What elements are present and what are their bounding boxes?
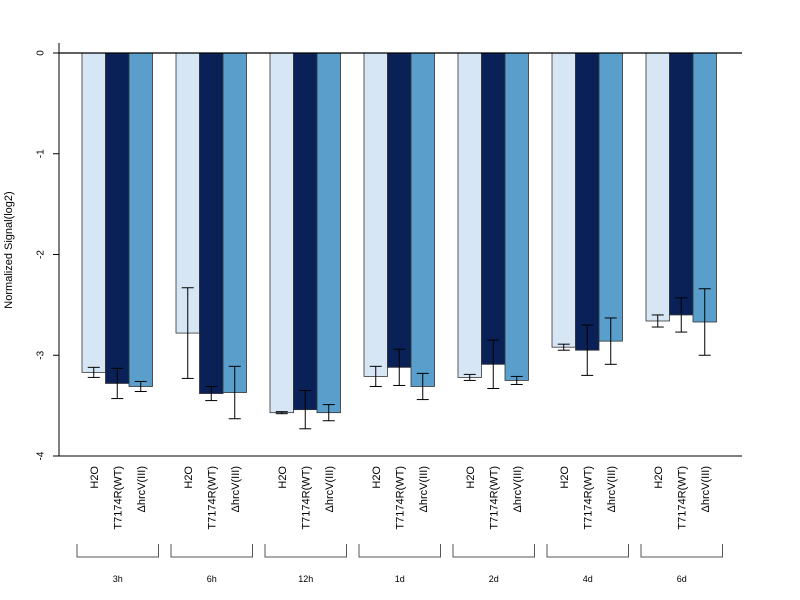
bar-label: T7174R(WT) <box>300 466 312 530</box>
group-bracket <box>640 544 723 558</box>
bar-label: T7174R(WT) <box>394 466 406 530</box>
bar <box>269 52 294 414</box>
group-label: 12h <box>298 574 313 584</box>
bar-label: T7174R(WT) <box>676 466 688 530</box>
group-bracket <box>546 544 629 558</box>
bar <box>105 52 130 384</box>
bar <box>645 52 670 322</box>
bars <box>81 52 717 414</box>
group-bracket <box>452 544 535 558</box>
group-brackets: 3h 6h 12h 1d 2d 4d 6d <box>76 544 723 584</box>
group-label: 4d <box>583 574 593 584</box>
bar-label: T7174R(WT) <box>112 466 124 530</box>
group-label: 2d <box>489 574 499 584</box>
group-label: 1d <box>395 574 405 584</box>
bar-label: ΔhrcV(III) <box>700 466 712 512</box>
bar <box>551 52 576 348</box>
group-label: 3h <box>113 574 123 584</box>
bar-label: ΔhrcV(III) <box>230 466 242 512</box>
bar-label: T7174R(WT) <box>582 466 594 530</box>
bar-label: H2O <box>183 466 195 489</box>
bar <box>410 52 435 387</box>
y-tick-label: 0 <box>36 50 47 56</box>
group-bracket <box>76 544 159 558</box>
bar-label: H2O <box>559 466 571 489</box>
category-labels: H2O T7174R(WT) ΔhrcV(III) H2O T7174R(WT) Δhrc… <box>89 466 712 530</box>
bar <box>481 52 506 365</box>
group-bracket <box>358 544 441 558</box>
bar <box>316 52 341 414</box>
bar-label: H2O <box>89 466 101 489</box>
bar-label: ΔhrcV(III) <box>324 466 336 512</box>
bar-label: H2O <box>465 466 477 489</box>
bar-label: ΔhrcV(III) <box>606 466 618 512</box>
bar <box>199 52 224 394</box>
bar <box>669 52 694 316</box>
bar <box>598 52 623 342</box>
y-tick-label: -1 <box>36 149 47 158</box>
bar <box>128 52 153 387</box>
bar-label: ΔhrcV(III) <box>418 466 430 512</box>
error-bars <box>87 287 711 430</box>
group-bracket <box>170 544 253 558</box>
bar <box>81 52 106 373</box>
bar-label: H2O <box>653 466 665 489</box>
bar-label: ΔhrcV(III) <box>136 466 148 512</box>
bar <box>293 52 318 411</box>
bar <box>692 52 717 323</box>
y-tick-label: -2 <box>36 250 47 259</box>
y-axis-label: Normalized Signal(log2) <box>3 191 15 308</box>
group-label: 6h <box>207 574 217 584</box>
bar-label: T7174R(WT) <box>206 466 218 530</box>
bar <box>222 52 247 393</box>
bar <box>363 52 388 377</box>
bar-label: H2O <box>277 466 289 489</box>
group-label: 6d <box>677 574 687 584</box>
y-tick-label: -4 <box>36 451 47 460</box>
bar <box>575 52 600 351</box>
y-ticks: 0 -1 -2 -3 -4 <box>36 50 59 460</box>
bar <box>387 52 412 368</box>
y-tick-label: -3 <box>36 350 47 359</box>
bar-label: ΔhrcV(III) <box>512 466 524 512</box>
bar <box>504 52 529 381</box>
bar-label: T7174R(WT) <box>488 466 500 530</box>
bar-label: H2O <box>371 466 383 489</box>
group-bracket <box>264 544 347 558</box>
bar <box>457 52 482 378</box>
